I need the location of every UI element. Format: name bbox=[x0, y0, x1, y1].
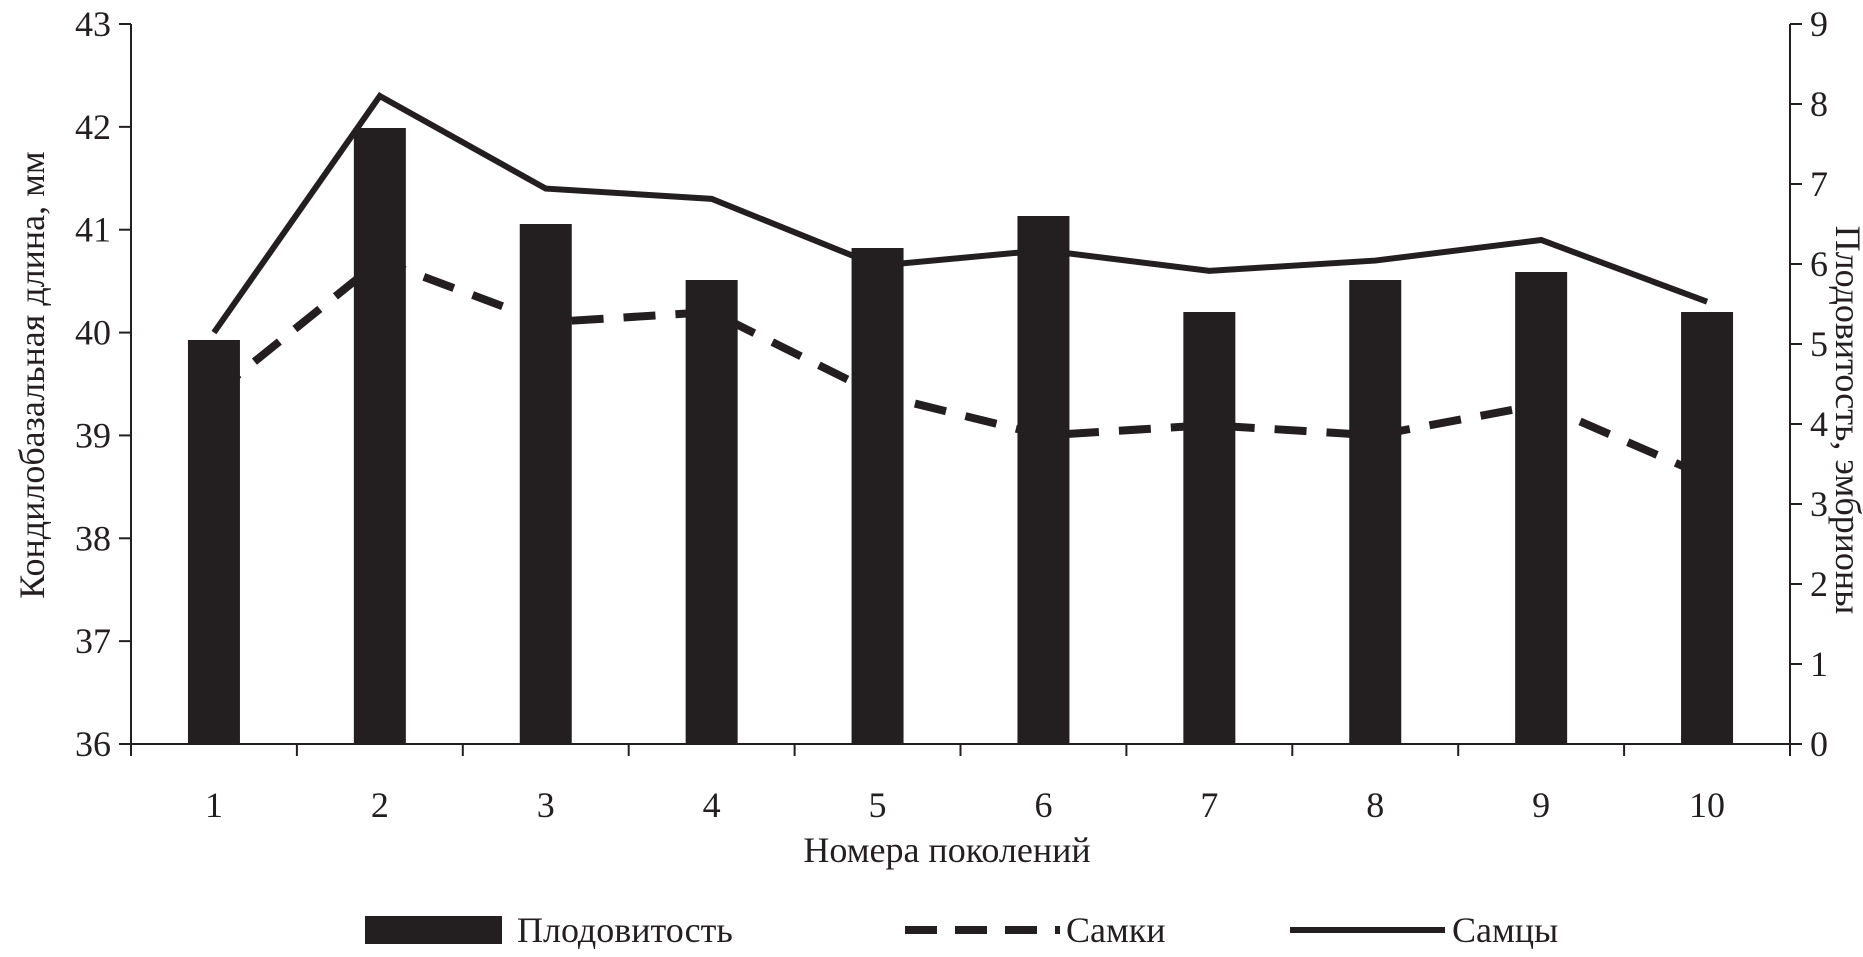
y-axis-right-title: Плодовитость, эмбрионы bbox=[1828, 226, 1863, 615]
y-right-tick-label-5: 5 bbox=[1810, 324, 1828, 364]
bar-series bbox=[187, 128, 1734, 744]
bar-10 bbox=[1681, 312, 1734, 744]
legend-swatch-bars bbox=[365, 916, 502, 944]
bar-5 bbox=[851, 248, 904, 744]
y-left-tick-label-40: 40 bbox=[75, 313, 111, 353]
x-tick-label-9: 9 bbox=[1532, 785, 1550, 825]
legend: Плодовитость Самки Самцы bbox=[365, 910, 1558, 950]
y-right-tick-label-9: 9 bbox=[1810, 4, 1828, 44]
y-left-tick-label-41: 41 bbox=[75, 210, 111, 250]
y-right-tick-label-7: 7 bbox=[1810, 164, 1828, 204]
legend-label-bars: Плодовитость bbox=[517, 910, 733, 950]
x-tick-label-4: 4 bbox=[703, 785, 721, 825]
y-right-tick-label-0: 0 bbox=[1810, 724, 1828, 764]
legend-label-females: Самки bbox=[1066, 910, 1166, 950]
bar-4 bbox=[685, 280, 738, 744]
x-tick-label-3: 3 bbox=[537, 785, 555, 825]
bar-1 bbox=[187, 340, 240, 744]
line-females bbox=[211, 256, 1709, 481]
bar-2 bbox=[353, 128, 406, 744]
y-right-tick-label-1: 1 bbox=[1810, 644, 1828, 684]
bar-6 bbox=[1017, 216, 1070, 744]
x-tick-label-7: 7 bbox=[1200, 785, 1218, 825]
y-left-tick-label-36: 36 bbox=[75, 724, 111, 764]
bar-8 bbox=[1349, 280, 1402, 744]
line-males bbox=[211, 92, 1709, 335]
y-left-tick-label-38: 38 bbox=[75, 518, 111, 558]
y-left-tick-label-37: 37 bbox=[75, 621, 111, 661]
y-right-tick-label-8: 8 bbox=[1810, 84, 1828, 124]
y-left-tick-label-43: 43 bbox=[75, 4, 111, 44]
bar-9 bbox=[1515, 272, 1568, 744]
x-tick-label-1: 1 bbox=[205, 785, 223, 825]
x-tick-label-10: 10 bbox=[1689, 785, 1725, 825]
y-left-tick-label-42: 42 bbox=[75, 107, 111, 147]
x-tick-label-2: 2 bbox=[371, 785, 389, 825]
bar-3 bbox=[519, 224, 572, 744]
x-tick-label-5: 5 bbox=[869, 785, 887, 825]
x-tick-label-8: 8 bbox=[1366, 785, 1384, 825]
bar-7 bbox=[1183, 312, 1236, 744]
axes: 36 37 38 39 40 41 42 43 0 1 2 3 4 5 6 7 8 9 1 2 3 4 5 6 7 8 9 10 bbox=[75, 4, 1828, 825]
legend-label-males: Самцы bbox=[1452, 910, 1558, 950]
line-series bbox=[211, 92, 1709, 481]
x-tick-label-6: 6 bbox=[1034, 785, 1052, 825]
y-right-tick-label-3: 3 bbox=[1810, 484, 1828, 524]
y-right-tick-label-2: 2 bbox=[1810, 564, 1828, 604]
y-left-tick-label-39: 39 bbox=[75, 415, 111, 455]
y-right-tick-label-6: 6 bbox=[1810, 244, 1828, 284]
y-axis-left-title: Кондилобазальная длина, мм bbox=[12, 151, 52, 598]
x-axis-title: Номера поколений bbox=[803, 830, 1090, 870]
y-right-tick-label-4: 4 bbox=[1810, 404, 1828, 444]
